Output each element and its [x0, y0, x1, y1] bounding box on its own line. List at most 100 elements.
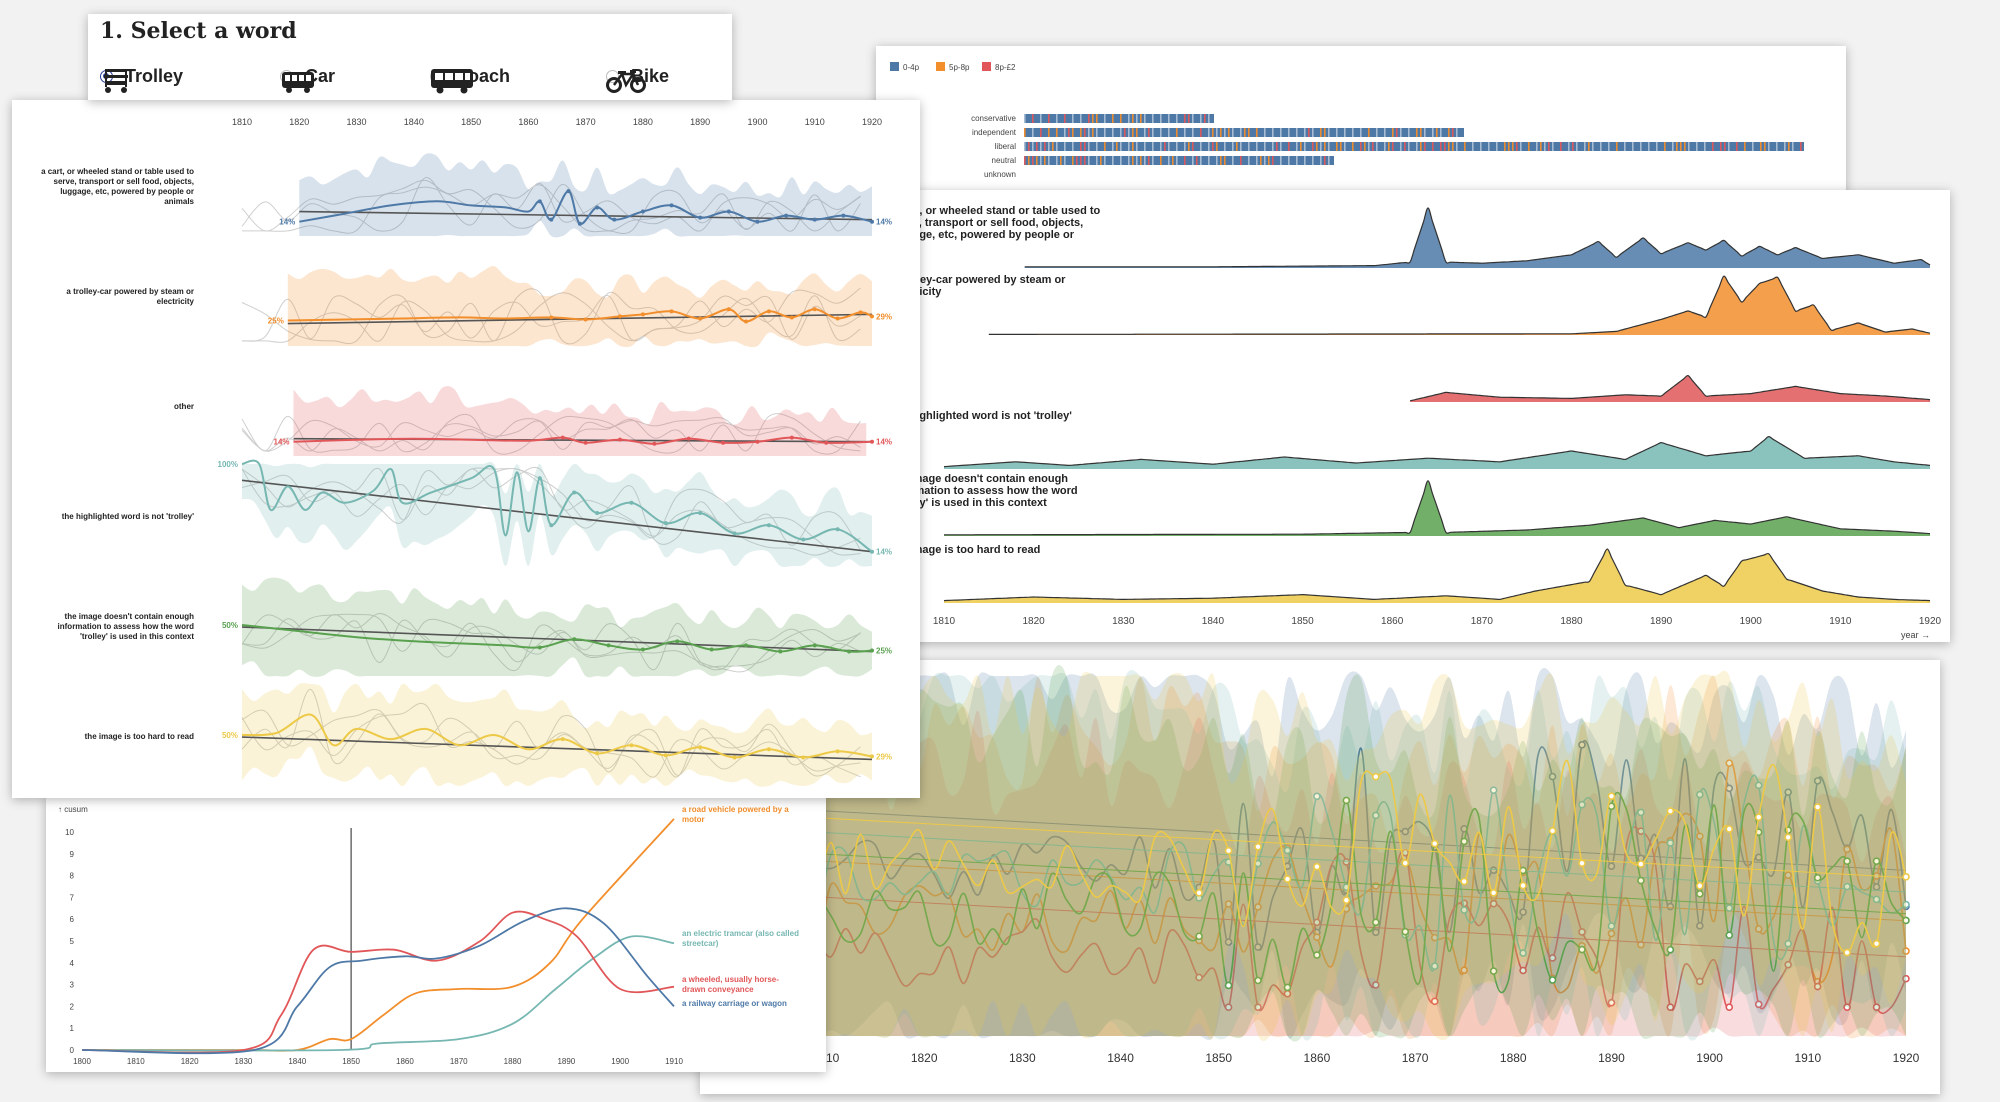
data-point [1666, 945, 1675, 954]
row-label: a cart, or wheeled stand or table used t… [41, 167, 194, 176]
x-tick-label: 1820 [1023, 616, 1046, 627]
bar-stripe [1064, 114, 1066, 123]
x-tick-label: 1850 [461, 117, 481, 127]
word-option-bike[interactable]: Bike [606, 66, 669, 93]
bar-stripe [1096, 156, 1098, 165]
data-point [1725, 1003, 1734, 1012]
bar-stripe [1184, 114, 1186, 123]
data-point [1784, 871, 1792, 879]
bar-stripe [1388, 142, 1390, 151]
bar-stripe [1052, 142, 1054, 151]
data-point [824, 440, 829, 445]
x-tick-label: 1820 [911, 1051, 938, 1065]
bar-stripe [1232, 142, 1234, 151]
data-point [744, 643, 748, 648]
bar-stripe [1056, 156, 1058, 165]
series-line [241, 713, 873, 759]
data-point [549, 523, 554, 528]
start-percent-label: 25% [268, 317, 284, 326]
bar-stripe [1164, 142, 1166, 151]
bar-stripe [1216, 128, 1218, 137]
data-point [726, 307, 731, 312]
confidence-band [727, 675, 1906, 1039]
bar-stripe [1320, 142, 1322, 151]
bar-stripe [1160, 114, 1162, 123]
trend-line [241, 736, 873, 761]
bar-stripe [1208, 156, 1210, 165]
bar-stripe [1440, 128, 1442, 137]
bar-stripe [1568, 142, 1570, 151]
bar-stripe [1048, 128, 1050, 137]
data-point [1843, 1003, 1851, 1012]
series-label: drawn conveyance [682, 985, 754, 994]
y-tick-label: 0 [70, 1046, 75, 1055]
data-point [1607, 792, 1616, 801]
data-point [1725, 931, 1734, 939]
bar-stripe [1752, 142, 1754, 151]
series-label: motor [682, 815, 705, 824]
bar-stripe [1196, 156, 1198, 165]
bar-stripe [1440, 142, 1442, 151]
ridge-outline [944, 480, 1931, 536]
data-point [1754, 813, 1763, 822]
bar-segment [1024, 142, 1804, 151]
cumulative-senses-chart: ↑ cusum 0 1 2 3 4 5 6 7 8 9 10 1800 1810 1820 1830 1840 1… [58, 805, 799, 1066]
data-point [698, 745, 703, 750]
bar-stripe [1304, 156, 1306, 165]
data-point [1254, 903, 1262, 911]
data-point [560, 435, 565, 440]
data-point [1313, 918, 1321, 927]
bar-stripe [1188, 114, 1190, 123]
y-tick-label: 4 [70, 959, 75, 968]
y-tick-label: 10 [65, 828, 74, 837]
bar-stripe [1792, 142, 1794, 151]
bar-stripe [1360, 142, 1362, 151]
x-tick-label: 1800 [73, 1057, 91, 1066]
bar-stripe [1276, 142, 1278, 151]
word-option-trolley[interactable]: Trolley [100, 66, 183, 93]
data-point [698, 510, 703, 515]
bar-stripe [1148, 156, 1150, 165]
word-option-car[interactable]: Car [280, 66, 335, 93]
data-point [1813, 803, 1822, 811]
data-point [560, 737, 565, 742]
bar-stripe [1208, 142, 1210, 151]
data-point [595, 510, 600, 515]
bar-stripe [1736, 142, 1738, 151]
trend-line [727, 848, 1907, 915]
bar-stripe [1540, 142, 1542, 151]
bar-stripe [1724, 142, 1726, 151]
x-tick-label: 1890 [1650, 616, 1673, 627]
bar-stripe [1084, 156, 1086, 165]
data-point [1195, 889, 1203, 897]
bar-stripe [1212, 142, 1214, 151]
bar-stripe [1160, 142, 1162, 151]
data-point [1342, 896, 1351, 905]
data-point [870, 549, 874, 554]
bar-stripe [1136, 128, 1138, 137]
data-point [1460, 877, 1468, 886]
bar-stripe [1340, 142, 1342, 151]
x-tick-label: 1920 [862, 117, 882, 127]
data-point [835, 749, 840, 754]
bar-stripe [1072, 114, 1074, 123]
data-point [1784, 833, 1792, 842]
bar-stripe [1360, 128, 1362, 137]
data-point [1725, 759, 1734, 767]
data-point [870, 648, 874, 653]
bar-stripe [1112, 156, 1114, 165]
bar-stripe [1148, 128, 1150, 137]
row-label: animals [164, 197, 194, 206]
density-ridgeline-chart: a cart, or wheeled stand or table used t… [890, 205, 1942, 640]
bar-stripe [1548, 142, 1550, 151]
bar-stripe [1640, 142, 1642, 151]
x-tick-label: 1830 [1112, 616, 1135, 627]
bar-stripe [1088, 142, 1090, 151]
data-point [1696, 881, 1704, 890]
data-point [1548, 954, 1557, 962]
trend-line [727, 812, 1907, 879]
x-tick-label: 1830 [347, 117, 367, 127]
ridge-area [988, 276, 1930, 335]
word-option-coach[interactable]: Coach [430, 66, 510, 94]
bar-stripe [1088, 128, 1090, 137]
